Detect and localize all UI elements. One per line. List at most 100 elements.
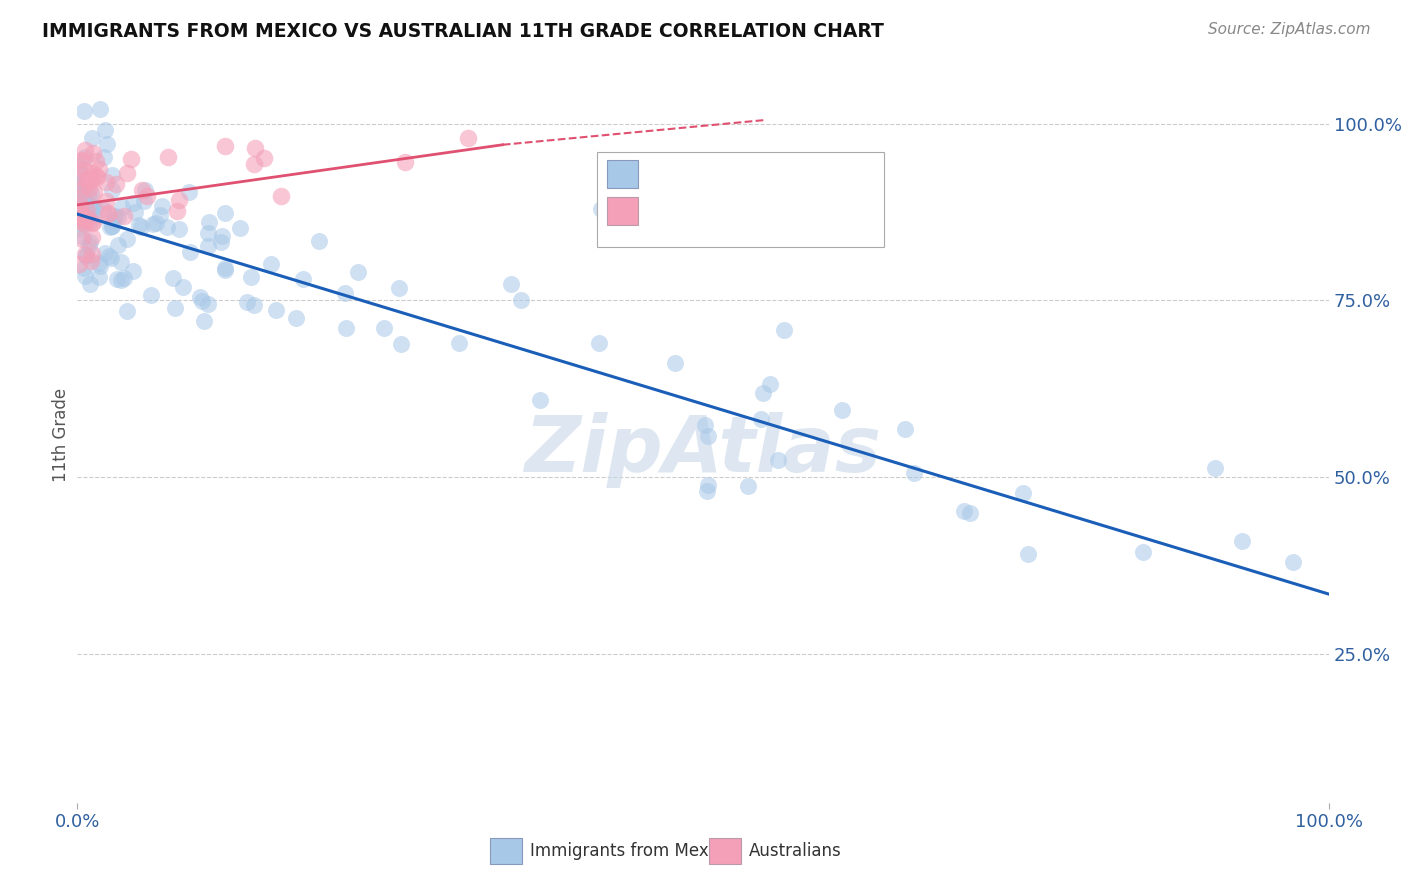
Point [80, 166, 103, 180]
Point [172, 280, 194, 294]
Point [1011, 486, 1033, 500]
Point [87, 255, 110, 269]
Point [903, 466, 925, 480]
Point [588, 336, 610, 351]
Point [136, 188, 159, 202]
Point [79, 169, 101, 184]
Point [75, 214, 97, 228]
Point [73, 150, 96, 164]
Point [107, 210, 129, 224]
Point [115, 232, 138, 246]
Point [82, 215, 104, 229]
Point [209, 235, 232, 250]
Point [67, 210, 90, 224]
Point [75, 209, 97, 223]
Point [67, 172, 90, 186]
FancyBboxPatch shape [606, 197, 638, 225]
Point [243, 141, 266, 155]
Point [308, 235, 330, 249]
Point [162, 271, 184, 285]
Point [75, 192, 97, 206]
Point [67, 257, 90, 271]
Point [167, 221, 190, 235]
Point [1230, 533, 1253, 548]
Point [664, 356, 686, 370]
Point [198, 215, 221, 229]
Point [177, 186, 200, 200]
Point [101, 183, 124, 197]
Point [96, 136, 118, 151]
Point [373, 320, 395, 334]
Point [69, 186, 91, 200]
Point [831, 403, 853, 417]
Point [449, 336, 471, 351]
Point [165, 301, 187, 315]
Point [69, 167, 91, 181]
Point [80, 229, 103, 244]
Point [87, 162, 110, 177]
Point [529, 393, 551, 408]
FancyBboxPatch shape [606, 161, 638, 188]
Point [120, 152, 142, 166]
Point [82, 200, 104, 214]
Point [89, 103, 111, 117]
Point [388, 280, 411, 294]
Point [335, 321, 357, 335]
Point [696, 429, 718, 443]
Point [79, 180, 101, 194]
Text: Australians: Australians [749, 842, 842, 860]
Point [69, 198, 91, 212]
Point [73, 104, 96, 119]
Point [80, 200, 103, 214]
FancyBboxPatch shape [596, 152, 884, 247]
Point [82, 145, 104, 160]
Point [91, 202, 114, 217]
Point [191, 293, 214, 308]
Text: R =  0.246: R = 0.246 [647, 202, 752, 220]
Point [72, 180, 94, 194]
Point [737, 479, 759, 493]
Point [97, 207, 120, 221]
Point [100, 219, 122, 233]
Point [101, 219, 124, 233]
Point [96, 194, 118, 208]
Point [197, 239, 219, 253]
Point [197, 227, 219, 241]
Text: N =  59: N = 59 [772, 202, 845, 220]
Point [110, 273, 132, 287]
Point [98, 249, 121, 263]
Point [166, 203, 188, 218]
Point [82, 131, 104, 145]
Point [67, 181, 90, 195]
Point [82, 246, 104, 260]
Point [112, 270, 135, 285]
Point [70, 232, 93, 246]
Point [69, 198, 91, 212]
Point [101, 213, 124, 227]
Text: ZipAtlas: ZipAtlas [524, 411, 882, 488]
Point [77, 239, 100, 253]
Point [83, 186, 105, 200]
Point [167, 193, 190, 207]
Point [97, 206, 120, 220]
Point [73, 206, 96, 220]
Point [73, 261, 96, 276]
Point [105, 272, 128, 286]
Point [391, 336, 413, 351]
Point [214, 206, 236, 220]
Point [84, 202, 107, 216]
Point [773, 323, 796, 337]
Point [98, 220, 121, 235]
Point [110, 255, 132, 269]
Point [67, 159, 90, 173]
Point [759, 376, 782, 391]
Point [253, 151, 276, 165]
Point [70, 175, 93, 189]
Point [80, 216, 103, 230]
Point [214, 261, 236, 276]
Point [87, 269, 110, 284]
Point [73, 143, 96, 157]
Point [67, 211, 90, 225]
Point [188, 290, 211, 304]
Point [696, 484, 718, 499]
